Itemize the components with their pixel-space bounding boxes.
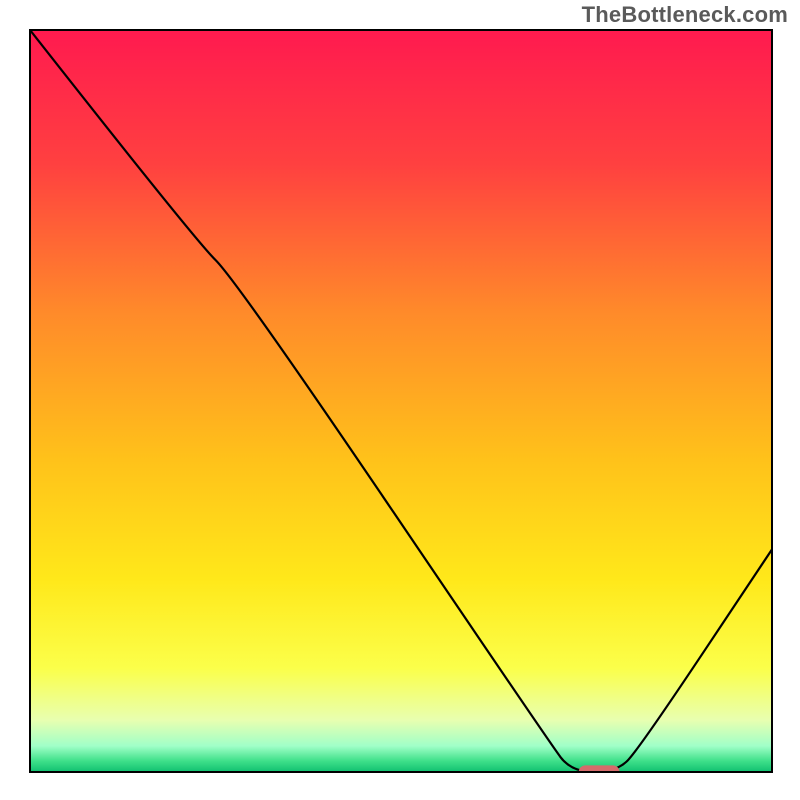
bottleneck-line-chart <box>0 0 800 800</box>
gradient-background <box>30 30 772 772</box>
chart-container: TheBottleneck.com <box>0 0 800 800</box>
watermark-text: TheBottleneck.com <box>582 2 788 28</box>
